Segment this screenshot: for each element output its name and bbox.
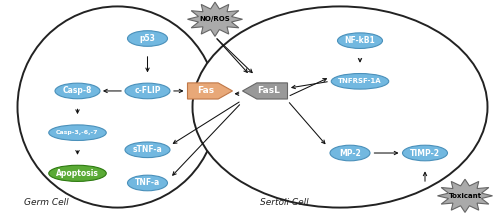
Ellipse shape	[402, 145, 448, 161]
Ellipse shape	[128, 175, 168, 191]
Text: Casp-8: Casp-8	[63, 86, 92, 95]
Ellipse shape	[18, 6, 218, 208]
Text: TNFRSF-1A: TNFRSF-1A	[338, 78, 382, 84]
Text: TNF-a: TNF-a	[135, 178, 160, 187]
Ellipse shape	[128, 31, 168, 46]
Ellipse shape	[49, 125, 106, 140]
Text: sTNF-a: sTNF-a	[132, 145, 162, 154]
Text: Sertoli Cell: Sertoli Cell	[260, 198, 308, 207]
Text: NO/ROS: NO/ROS	[200, 16, 230, 22]
Text: Toxicant: Toxicant	[448, 193, 482, 199]
Text: Germ Cell: Germ Cell	[24, 198, 68, 207]
Polygon shape	[188, 83, 232, 99]
Ellipse shape	[330, 145, 370, 161]
Ellipse shape	[55, 83, 100, 99]
Text: p53: p53	[140, 34, 156, 43]
Text: NF-kB1: NF-kB1	[344, 36, 376, 45]
Ellipse shape	[125, 142, 170, 158]
Polygon shape	[438, 179, 492, 212]
Polygon shape	[188, 2, 242, 36]
Ellipse shape	[331, 74, 389, 89]
Polygon shape	[242, 83, 288, 99]
Text: Apoptosis: Apoptosis	[56, 169, 99, 178]
Ellipse shape	[125, 83, 170, 99]
Text: TIMP-2: TIMP-2	[410, 149, 440, 158]
Text: FasL: FasL	[258, 86, 280, 95]
Text: MP-2: MP-2	[339, 149, 361, 158]
Ellipse shape	[49, 165, 106, 181]
Text: c-FLIP: c-FLIP	[134, 86, 161, 95]
Ellipse shape	[338, 33, 382, 48]
Text: Casp-3,-6,-7: Casp-3,-6,-7	[56, 130, 99, 135]
Ellipse shape	[192, 6, 488, 208]
Text: Fas: Fas	[198, 86, 214, 95]
